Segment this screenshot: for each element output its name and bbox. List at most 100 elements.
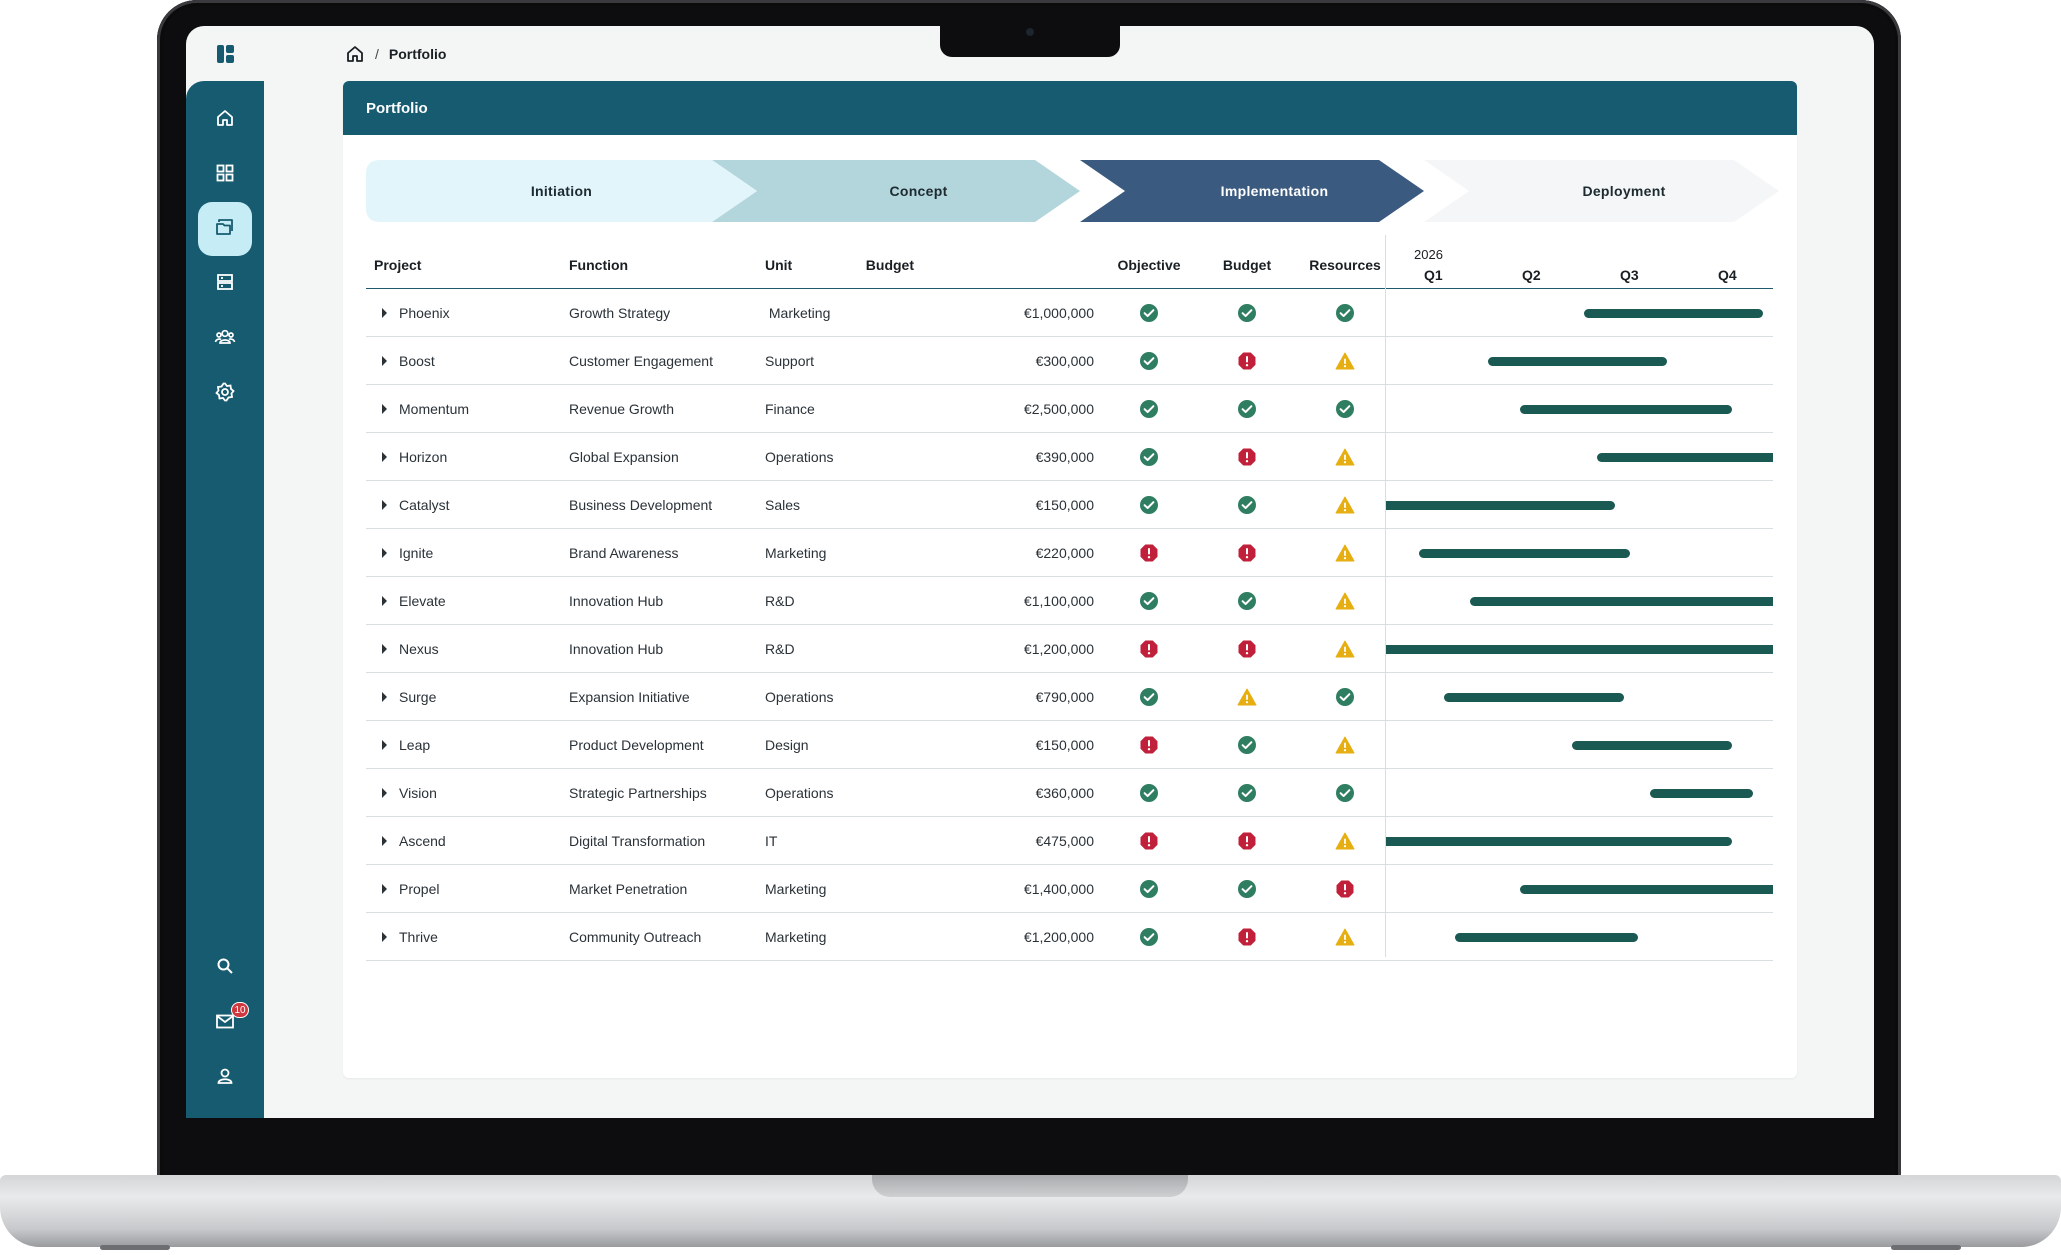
budget-cell: €1,200,000 [1023,641,1094,657]
timeline-bar[interactable] [1470,597,1773,606]
timeline-bar[interactable] [1454,933,1638,942]
column-header-objective[interactable]: Objective [1117,257,1181,273]
budget-status-check-circle-icon [1237,399,1257,419]
budget-status-error-octagon-icon [1237,927,1257,947]
table-row[interactable]: Vision Strategic Partnerships Operations… [366,769,1773,817]
home-icon[interactable] [345,44,365,64]
timeline-bar[interactable] [1519,885,1773,894]
project-name[interactable]: Boost [399,353,435,369]
project-name[interactable]: Momentum [399,401,470,417]
project-name[interactable]: Nexus [399,641,439,657]
table-row[interactable]: Propel Market Penetration Marketing €1,4… [366,865,1773,913]
sidebar-item-portfolio[interactable] [198,202,252,256]
timeline-bar[interactable] [1571,741,1733,750]
budget-status-check-circle-icon [1237,495,1257,515]
column-header-resources[interactable]: Resources [1309,257,1381,273]
column-header-budget-status[interactable]: Budget [1222,257,1272,273]
timeline-quarter-q2: Q2 [1522,267,1541,283]
project-cell: Thrive [382,913,438,961]
timeline-bar[interactable] [1386,645,1773,654]
timeline-bar[interactable] [1444,693,1624,702]
row-divider [366,960,1773,961]
project-name[interactable]: Propel [399,881,440,897]
expand-row-icon[interactable] [382,548,387,558]
table-row[interactable]: Boost Customer Engagement Support €300,0… [366,337,1773,385]
project-name[interactable]: Phoenix [399,305,450,321]
stage-shape-concept [712,160,1080,222]
function-cell: Customer Engagement [569,353,713,369]
table-row[interactable]: Ignite Brand Awareness Marketing €220,00… [366,529,1773,577]
sidebar-item-profile[interactable] [198,1051,252,1105]
project-name[interactable]: Thrive [399,929,438,945]
sidebar-item-messages[interactable]: 10 [198,996,252,1050]
expand-row-icon[interactable] [382,644,387,654]
sidebar-item-dashboard[interactable] [198,148,252,202]
stage-implementation[interactable]: Implementation [1220,183,1329,199]
sidebar-item-search[interactable] [198,941,252,995]
expand-row-icon[interactable] [382,740,387,750]
resources-status-warning-triangle-icon [1335,495,1355,515]
function-cell: Global Expansion [569,449,679,465]
panel-header: Portfolio [343,81,1797,135]
timeline-bar[interactable] [1519,405,1733,414]
expand-row-icon[interactable] [382,596,387,606]
timeline-bar[interactable] [1418,549,1630,558]
timeline-bar[interactable] [1650,789,1753,798]
column-header-budget[interactable]: Budget [865,257,914,273]
column-header-unit[interactable]: Unit [765,257,793,273]
expand-row-icon[interactable] [382,404,387,414]
project-name[interactable]: Ignite [399,545,434,561]
table-row[interactable]: Surge Expansion Initiative Operations €7… [366,673,1773,721]
stage-concept[interactable]: Concept [889,183,948,199]
expand-row-icon[interactable] [382,692,387,702]
stage-initiation[interactable]: Initiation [530,183,593,199]
timeline-bar[interactable] [1386,837,1733,846]
expand-row-icon[interactable] [382,308,387,318]
timeline-bar[interactable] [1487,357,1667,366]
expand-row-icon[interactable] [382,884,387,894]
app-logo-icon[interactable] [216,44,236,64]
project-name[interactable]: Catalyst [399,497,450,513]
stage-shape-initiation [366,160,757,222]
project-cell: Propel [382,865,439,913]
project-name[interactable]: Surge [399,689,437,705]
expand-row-icon[interactable] [382,356,387,366]
timeline-quarter-q3: Q3 [1620,267,1639,283]
column-header-function[interactable]: Function [569,257,629,273]
table-row[interactable]: Nexus Innovation Hub R&D €1,200,000 [366,625,1773,673]
project-name[interactable]: Leap [399,737,431,753]
expand-row-icon[interactable] [382,500,387,510]
unit-cell: Marketing [765,545,827,561]
table-row[interactable]: Thrive Community Outreach Marketing €1,2… [366,913,1773,961]
sidebar-item-settings[interactable] [198,367,252,421]
table-row[interactable]: Horizon Global Expansion Operations €390… [366,433,1773,481]
timeline-bar[interactable] [1386,501,1616,510]
project-cell: Elevate [382,577,446,625]
table-row[interactable]: Elevate Innovation Hub R&D €1,100,000 [366,577,1773,625]
column-header-project[interactable]: Project [374,257,422,273]
table-row[interactable]: Catalyst Business Development Sales €150… [366,481,1773,529]
expand-row-icon[interactable] [382,788,387,798]
sidebar-item-home[interactable] [198,93,252,147]
expand-row-icon[interactable] [382,452,387,462]
budget-status-error-octagon-icon [1237,351,1257,371]
table-row[interactable]: Phoenix Growth Strategy Marketing €1,000… [366,289,1773,337]
expand-row-icon[interactable] [382,932,387,942]
expand-row-icon[interactable] [382,836,387,846]
sidebar-item-team[interactable] [198,312,252,366]
project-name[interactable]: Vision [399,785,437,801]
project-name[interactable]: Ascend [399,833,446,849]
table-row[interactable]: Leap Product Development Design €150,000 [366,721,1773,769]
objective-status-check-circle-icon [1139,879,1159,899]
table-row[interactable]: Ascend Digital Transformation IT €475,00… [366,817,1773,865]
stage-deployment[interactable]: Deployment [1582,183,1666,199]
sidebar-item-database[interactable] [198,257,252,311]
timeline-bar[interactable] [1596,453,1773,462]
objective-status-check-circle-icon [1139,447,1159,467]
portfolio-folder-icon [214,216,236,243]
timeline-bar[interactable] [1584,309,1764,318]
table-row[interactable]: Momentum Revenue Growth Finance €2,500,0… [366,385,1773,433]
project-name[interactable]: Horizon [399,449,448,465]
breadcrumb-current[interactable]: Portfolio [388,46,447,62]
project-name[interactable]: Elevate [399,593,446,609]
